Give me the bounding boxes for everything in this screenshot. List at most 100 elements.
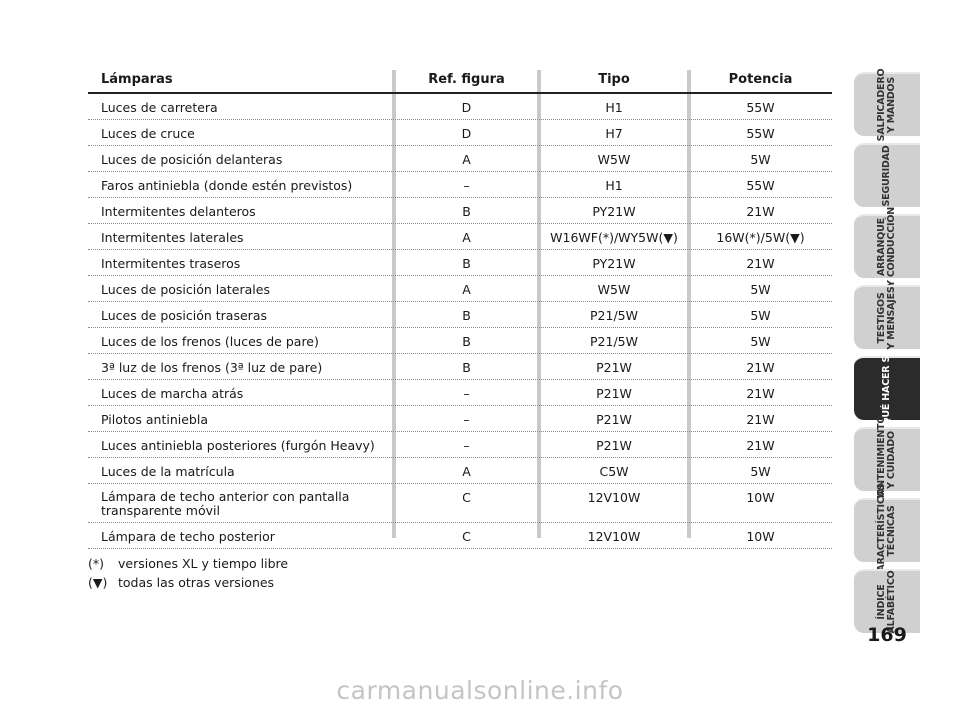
section-tab-label: SALPICADERO Y MANDOS xyxy=(876,68,897,142)
cell-potencia: 5W xyxy=(750,308,771,323)
cell-ref-figura: – xyxy=(463,412,470,427)
cell-lampara: Luces de posición delanteras xyxy=(101,152,283,167)
section-tab-label: CARACTERÍSTICAS TÉCNICAS xyxy=(876,483,897,579)
cell-ref-figura: A xyxy=(462,282,471,297)
cell-tipo: W5W xyxy=(597,152,631,167)
cell-ref-figura: B xyxy=(462,334,471,349)
section-tab[interactable]: ARRANQUE Y CONDUCCIÓN xyxy=(854,207,920,287)
cell-tipo: C5W xyxy=(599,464,629,479)
cell-potencia: 21W xyxy=(746,412,775,427)
header-lamparas: Lámparas xyxy=(101,72,173,87)
cell-potencia: 5W xyxy=(750,152,771,167)
table-body: Luces de carretera D H1 55W Luces de cruce D H… xyxy=(88,94,832,549)
cell-lampara: 3ª luz de los frenos (3ª luz de pare) xyxy=(101,360,323,375)
cell-tipo: P21W xyxy=(596,438,632,453)
table-row: Luces de cruce D H7 55W xyxy=(88,120,832,146)
watermark: carmanualsonline.info xyxy=(336,676,624,705)
cell-lampara: Luces de posición traseras xyxy=(101,308,267,323)
cell-ref-figura: – xyxy=(463,438,470,453)
cell-ref-figura: B xyxy=(462,204,471,219)
section-tab[interactable]: CARACTERÍSTICAS TÉCNICAS xyxy=(854,484,920,578)
cell-lampara: Lámpara de techo anterior con pantalla t… xyxy=(101,489,350,518)
cell-potencia: 55W xyxy=(746,100,775,115)
table-row: Pilotos antiniebla – P21W 21W xyxy=(88,406,832,432)
footnote-text: versiones XL y tiempo libre xyxy=(118,556,289,571)
section-tab[interactable]: SALPICADERO Y MANDOS xyxy=(854,69,920,141)
footnote-symbol: (*) xyxy=(88,556,105,571)
cell-potencia: 55W xyxy=(746,178,775,193)
section-tabs: SALPICADERO Y MANDOS SEGURIDAD ARRANQUE Y … xyxy=(854,69,920,640)
cell-lampara: Intermitentes traseros xyxy=(101,256,241,271)
cell-potencia: 21W xyxy=(746,438,775,453)
cell-tipo: H7 xyxy=(605,126,623,141)
section-tab-label: ARRANQUE Y CONDUCCIÓN xyxy=(876,207,897,287)
cell-tipo: H1 xyxy=(605,100,623,115)
cell-potencia: 21W xyxy=(746,386,775,401)
cell-lampara: Lámpara de techo posterior xyxy=(101,529,275,544)
footnotes: (*) versiones XL y tiempo libre (▼) toda… xyxy=(88,554,288,592)
section-tab[interactable]: MANTENIMIENTO Y CUIDADO xyxy=(854,416,920,504)
cell-tipo: H1 xyxy=(605,178,623,193)
cell-lampara: Faros antiniebla (donde estén previstos) xyxy=(101,178,353,193)
cell-ref-figura: A xyxy=(462,230,471,245)
cell-tipo: W16WF(*)/WY5W(▼) xyxy=(550,230,678,245)
section-tab[interactable]: QUÉ HACER SI xyxy=(854,353,920,425)
section-tab[interactable]: TESTIGOS Y MENSAJES xyxy=(854,285,920,350)
cell-lampara: Pilotos antiniebla xyxy=(101,412,209,427)
cell-lampara: Luces de posición laterales xyxy=(101,282,270,297)
table-row: Luces de carretera D H1 55W xyxy=(88,94,832,120)
cell-tipo: PY21W xyxy=(592,256,636,271)
table-row: Luces de los frenos (luces de pare) B P21/… xyxy=(88,328,832,354)
cell-ref-figura: C xyxy=(462,529,471,544)
section-tab-label: TESTIGOS Y MENSAJES xyxy=(876,286,897,350)
cell-ref-figura: C xyxy=(462,490,471,505)
cell-ref-figura: B xyxy=(462,308,471,323)
footnote-text: todas las otras versiones xyxy=(118,575,275,590)
section-tab[interactable]: SEGURIDAD xyxy=(854,143,920,207)
column-separator xyxy=(537,70,541,538)
footnote-symbol: (▼) xyxy=(88,575,108,590)
table-row: Faros antiniebla (donde estén previstos)… xyxy=(88,172,832,198)
header-ref-figura: Ref. figura xyxy=(428,72,505,87)
cell-tipo: P21/5W xyxy=(590,334,638,349)
page-number: 169 xyxy=(867,624,907,646)
cell-potencia: 21W xyxy=(746,360,775,375)
table-row: Intermitentes laterales A W16WF(*)/WY5W(▼)… xyxy=(88,224,832,250)
cell-tipo: P21/5W xyxy=(590,308,638,323)
table-row: Intermitentes delanteros B PY21W 21W xyxy=(88,198,832,224)
table-row: Luces de posición traseras B P21/5W 5W xyxy=(88,302,832,328)
cell-ref-figura: – xyxy=(463,178,470,193)
cell-lampara: Luces de carretera xyxy=(101,100,218,115)
cell-lampara: Luces antiniebla posteriores (furgón Hea… xyxy=(101,438,375,453)
cell-tipo: 12V10W xyxy=(587,529,641,544)
cell-tipo: PY21W xyxy=(592,204,636,219)
cell-tipo: P21W xyxy=(596,386,632,401)
cell-ref-figura: B xyxy=(462,256,471,271)
cell-potencia: 16W(*)/5W(▼) xyxy=(716,230,805,245)
cell-lampara: Intermitentes laterales xyxy=(101,230,244,245)
table-header: Lámparas Ref. figura Tipo Potencia xyxy=(88,70,832,94)
table-row: Luces antiniebla posteriores (furgón Hea… xyxy=(88,432,832,458)
cell-ref-figura: D xyxy=(461,126,472,141)
cell-potencia: 5W xyxy=(750,282,771,297)
table-row: Lámpara de techo anterior con pantalla t… xyxy=(88,484,832,523)
cell-lampara: Luces de los frenos (luces de pare) xyxy=(101,334,319,349)
cell-potencia: 10W xyxy=(746,529,775,544)
cell-lampara: Luces de marcha atrás xyxy=(101,386,244,401)
header-tipo: Tipo xyxy=(598,72,630,87)
table-row: Lámpara de techo posterior C 12V10W 10W xyxy=(88,523,832,549)
column-separator xyxy=(392,70,396,538)
cell-tipo: 12V10W xyxy=(587,490,641,505)
cell-ref-figura: D xyxy=(461,100,472,115)
cell-potencia: 21W xyxy=(746,256,775,271)
cell-tipo: P21W xyxy=(596,412,632,427)
lamp-table: Lámparas Ref. figura Tipo Potencia Luces… xyxy=(88,70,832,549)
cell-potencia: 55W xyxy=(746,126,775,141)
table-row: Intermitentes traseros B PY21W 21W xyxy=(88,250,832,276)
cell-lampara: Luces de la matrícula xyxy=(101,464,235,479)
header-potencia: Potencia xyxy=(728,72,793,87)
cell-tipo: P21W xyxy=(596,360,632,375)
section-tab[interactable]: ÍNDICE ALFABÉTICO xyxy=(854,569,920,633)
cell-ref-figura: – xyxy=(463,386,470,401)
